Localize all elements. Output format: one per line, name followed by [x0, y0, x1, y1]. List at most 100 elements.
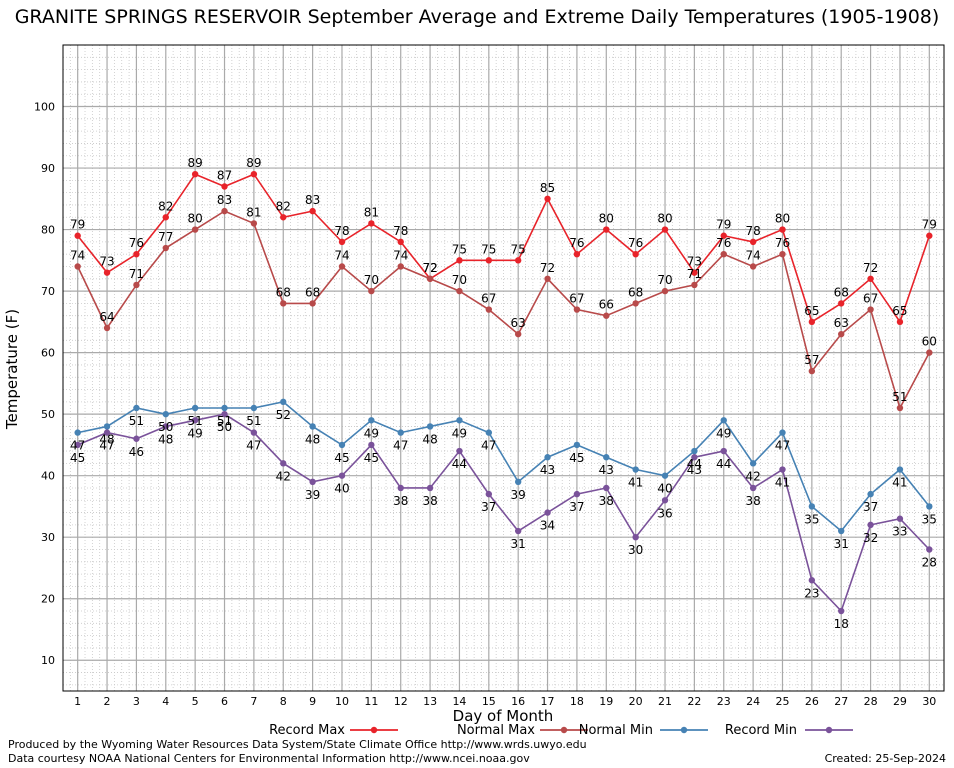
record-max-point	[280, 214, 287, 221]
normal-max-point	[749, 263, 757, 270]
normal-max-point	[338, 263, 346, 270]
x-tick-label: 12	[394, 695, 408, 708]
record-max-data-label: 76	[628, 236, 643, 250]
record-min-point	[808, 577, 816, 584]
normal-max-data-label: 60	[922, 335, 937, 349]
normal-max-data-label: 67	[481, 292, 496, 306]
record-max-point	[133, 250, 140, 258]
record-max-data-label: 89	[246, 156, 261, 170]
record-max-data-label: 85	[540, 181, 555, 195]
record-max-data-label: 75	[481, 242, 496, 256]
record-max-data-label: 73	[99, 255, 114, 269]
record-min-point	[103, 429, 111, 436]
normal-max-point	[103, 324, 111, 332]
record-max-point	[456, 257, 463, 264]
normal-max-data-label: 68	[305, 285, 320, 299]
normal-min-point	[309, 423, 316, 430]
record-min-data-label: 33	[892, 525, 907, 539]
x-tick-label: 24	[746, 695, 760, 708]
record-min-point	[191, 417, 199, 424]
normal-max-data-label: 71	[687, 267, 702, 281]
legend-marker-normal-min	[680, 726, 688, 734]
x-tick-label: 5	[192, 695, 199, 708]
y-tick-label: 70	[41, 285, 55, 298]
x-tick-label: 8	[280, 695, 287, 708]
x-tick-label: 19	[599, 695, 613, 708]
record-max-data-label: 87	[217, 169, 232, 183]
record-min-data-label: 38	[422, 494, 437, 508]
record-max-point	[603, 226, 610, 233]
record-min-data-label: 23	[804, 586, 819, 600]
record-max-point	[720, 232, 727, 239]
record-max-point	[838, 300, 845, 307]
y-tick-label: 10	[41, 654, 55, 667]
record-min-point	[280, 460, 287, 467]
record-min-data-label: 47	[99, 439, 114, 453]
normal-min-data-label: 43	[540, 463, 555, 477]
normal-min-data-label: 51	[188, 414, 203, 428]
normal-min-point	[74, 429, 81, 436]
record-min-point	[749, 484, 757, 492]
record-max-point	[808, 318, 816, 326]
record-max-data-label: 89	[188, 156, 203, 170]
normal-min-point	[280, 398, 287, 406]
normal-min-point	[103, 423, 111, 430]
normal-min-data-label: 43	[599, 463, 614, 477]
x-tick-label: 18	[570, 695, 584, 708]
x-axis-title: Day of Month	[453, 707, 554, 725]
normal-max-point	[456, 287, 463, 295]
record-min-point	[779, 466, 786, 473]
record-min-point	[485, 490, 493, 498]
record-max-data-label: 79	[922, 218, 937, 232]
x-tick-label: 22	[687, 695, 701, 708]
record-min-point	[603, 484, 610, 492]
record-min-data-label: 32	[863, 531, 878, 545]
record-max-data-label: 75	[452, 242, 467, 256]
normal-max-data-label: 68	[628, 285, 643, 299]
created-date: Created: 25-Sep-2024	[824, 752, 946, 765]
y-tick-label: 50	[41, 408, 55, 421]
normal-min-point	[456, 417, 463, 424]
normal-min-point	[896, 466, 904, 473]
record-max-data-label: 81	[364, 205, 379, 219]
record-max-point	[309, 207, 316, 215]
record-max-data-label: 83	[305, 193, 320, 207]
x-tick-label: 20	[629, 695, 643, 708]
normal-min-point	[250, 404, 258, 412]
normal-max-point	[691, 281, 698, 289]
normal-max-point	[426, 275, 434, 282]
record-min-data-label: 47	[246, 439, 261, 453]
y-tick-label: 100	[34, 101, 55, 114]
record-min-data-label: 31	[511, 537, 526, 551]
record-min-data-label: 38	[393, 494, 408, 508]
normal-min-point	[397, 429, 404, 436]
x-tick-label: 16	[511, 695, 525, 708]
normal-min-point	[191, 404, 199, 412]
record-min-point	[632, 533, 639, 541]
record-min-point	[250, 429, 258, 436]
record-min-point	[573, 490, 581, 498]
normal-min-point	[338, 441, 346, 449]
x-tick-label: 21	[658, 695, 672, 708]
record-max-point	[74, 232, 81, 239]
normal-max-data-label: 66	[599, 298, 614, 312]
normal-min-data-label: 51	[246, 414, 261, 428]
record-max-point	[749, 238, 757, 246]
record-min-data-label: 18	[834, 617, 849, 631]
normal-max-point	[838, 330, 845, 338]
x-tick-label: 13	[423, 695, 437, 708]
normal-min-point	[162, 410, 169, 418]
record-min-point	[309, 478, 316, 486]
normal-min-data-label: 48	[99, 432, 114, 446]
record-max-data-label: 78	[334, 224, 349, 238]
normal-max-data-label: 77	[158, 230, 173, 244]
normal-max-data-label: 76	[716, 236, 731, 250]
record-min-point	[338, 472, 346, 479]
normal-min-data-label: 35	[922, 512, 937, 526]
record-max-data-label: 75	[511, 242, 526, 256]
record-max-point	[661, 226, 669, 233]
normal-max-point	[514, 330, 522, 338]
x-tick-label: 28	[864, 695, 878, 708]
record-max-point	[397, 238, 404, 246]
record-min-point	[397, 484, 404, 492]
